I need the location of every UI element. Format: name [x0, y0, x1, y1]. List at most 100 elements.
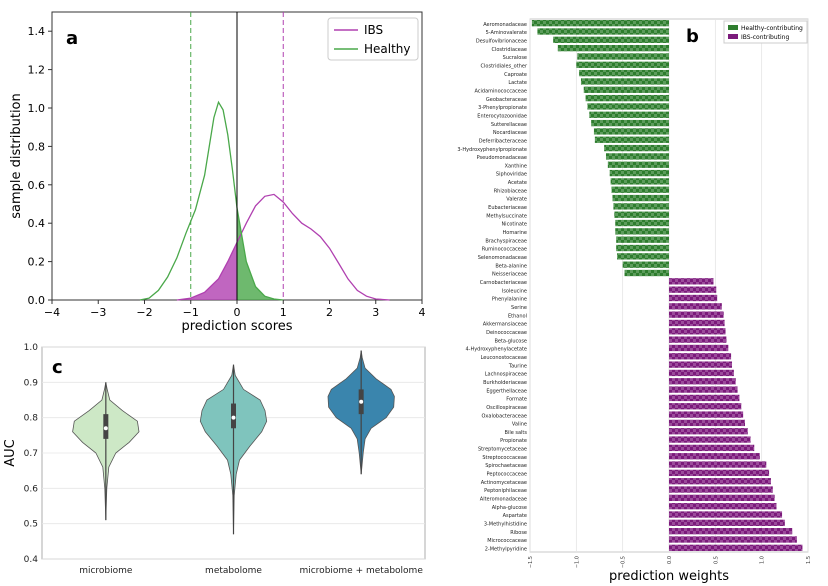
- bar: [669, 436, 751, 443]
- bar: [616, 244, 669, 252]
- bar: [669, 419, 745, 427]
- bar: [577, 53, 669, 60]
- category-label: Akkermansiaceae: [483, 322, 527, 328]
- category-label: Selenomonadaceae: [478, 255, 527, 261]
- violin-median-dot: [231, 415, 236, 420]
- category-label: Desulfovibrionaceae: [476, 38, 527, 44]
- category-label: Sucralose: [503, 55, 527, 61]
- category-label: Sutterellaceae: [491, 122, 527, 128]
- category-label: Neisseriaceae: [492, 272, 527, 278]
- bar: [669, 353, 732, 360]
- category-label: Formate: [506, 397, 527, 403]
- y-tick-label: 0.8: [28, 140, 46, 153]
- panel-a-legend: IBS Healthy: [327, 17, 419, 61]
- bar: [605, 153, 669, 160]
- category-label: 3-Hydroxyphenylpropionate: [457, 147, 527, 153]
- category-label: Deinococcaceae: [486, 330, 527, 336]
- x-tick-label: 2: [326, 306, 333, 319]
- y-tick-label: 1.0: [24, 343, 39, 353]
- bar: [669, 428, 748, 435]
- category-label: 2-Methylpyridine: [485, 547, 527, 553]
- legend-healthy-label: Healthy: [364, 42, 411, 56]
- category-label: Taurine: [508, 363, 527, 369]
- y-tick-label: 0.8: [24, 414, 39, 424]
- panel-c-y-axis-label: AUC: [3, 439, 18, 467]
- bar: [669, 319, 725, 327]
- category-label: Bile salts: [505, 430, 528, 436]
- bar: [617, 253, 669, 260]
- y-tick-label: 0.9: [24, 378, 39, 388]
- category-label: Lactate: [508, 80, 527, 86]
- category-label: Deferribacteraceae: [479, 138, 527, 144]
- panel-label-b: b: [686, 26, 699, 47]
- bar: [669, 328, 726, 335]
- category-label: Xanthine: [505, 163, 527, 169]
- panel-a-density-chart: −4 −3 −2 −1 0 1 2 3 40.00.20.40.60.81.01.21.4 a …: [9, 11, 426, 334]
- category-label: Carnobacteriaceae: [480, 280, 527, 286]
- bar: [669, 386, 738, 393]
- x-category-label: microbiome + metabolome: [299, 566, 423, 576]
- bar: [669, 394, 740, 402]
- x-tick-label: 0: [234, 306, 241, 319]
- x-tick-label: −1: [183, 306, 199, 319]
- x-tick-label: 0.0: [667, 556, 673, 564]
- category-label: Pseudomonadaceae: [477, 155, 527, 161]
- bar: [580, 78, 669, 85]
- category-label: Valine: [512, 422, 527, 428]
- bar: [669, 361, 733, 368]
- bar: [669, 544, 803, 552]
- violin-median-dot: [103, 426, 108, 431]
- bar: [604, 144, 669, 152]
- bar: [587, 103, 669, 110]
- panel-a-y-axis-label: sample distribution: [9, 93, 24, 218]
- bar: [579, 69, 669, 77]
- category-label: Clostridiales_other: [481, 63, 528, 69]
- panel-b-legend: Healthy-contributing IBS-contributing: [723, 20, 808, 44]
- category-label: Actinomycetaceae: [481, 480, 527, 486]
- series-line-ibs: [176, 193, 390, 301]
- x-tick-label: −0.5: [621, 556, 627, 568]
- bar: [669, 444, 755, 452]
- bar: [583, 86, 669, 93]
- category-label: Phenylalanine: [492, 297, 527, 303]
- panel-b-weights-chart: −1.5 −1.0 −0.5 0.0 0.5 1.0 1.5 Aeromonadaceae 5-…: [457, 18, 812, 584]
- category-label: Propionate: [500, 438, 527, 444]
- category-label: Alteromonadaceae: [480, 497, 527, 503]
- y-tick-label: 0.6: [28, 179, 46, 192]
- category-label: Leuconostocaceae: [481, 355, 527, 361]
- category-label: Siphoviridae: [496, 172, 527, 178]
- y-tick-label: 0.6: [24, 484, 39, 494]
- x-tick-label: 3: [372, 306, 379, 319]
- bar: [669, 311, 724, 318]
- bar: [669, 278, 714, 285]
- bar: [616, 236, 669, 243]
- bar: [594, 136, 669, 143]
- bar: [591, 119, 669, 127]
- x-tick-label: 4: [419, 306, 426, 319]
- panel-b-legend-box: [723, 20, 808, 44]
- category-label: Spirochaetaceae: [485, 463, 527, 469]
- category-label: Streptomycetaceae: [478, 447, 527, 453]
- legend-healthy-contributing-swatch: [728, 25, 738, 30]
- category-label: Valerate: [506, 197, 527, 203]
- category-label: Rhizobiaceae: [494, 188, 527, 194]
- panel-label-a: a: [66, 28, 78, 49]
- category-label: Enterocytozoonidae: [477, 113, 527, 119]
- y-tick-label: 1.2: [28, 64, 46, 77]
- panel-label-c: c: [52, 357, 63, 378]
- bar: [669, 286, 717, 293]
- legend-ibs-contributing-swatch: [728, 34, 738, 39]
- legend-healthy-contributing-label: Healthy-contributing: [741, 25, 803, 32]
- category-label: Acetate: [508, 180, 527, 186]
- bar: [669, 536, 797, 543]
- category-label: Oxalobacteraceae: [481, 413, 527, 419]
- category-label: Eggerthellaceae: [486, 388, 527, 394]
- x-tick-label: 0.5: [713, 556, 719, 564]
- series-line-healthy: [139, 100, 284, 301]
- bar: [615, 219, 669, 227]
- bar: [669, 486, 773, 493]
- category-label: Alpha-glucose: [492, 505, 527, 511]
- bar: [585, 94, 669, 102]
- category-label: Aeromonadaceae: [483, 22, 527, 28]
- category-label: Serine: [511, 305, 527, 311]
